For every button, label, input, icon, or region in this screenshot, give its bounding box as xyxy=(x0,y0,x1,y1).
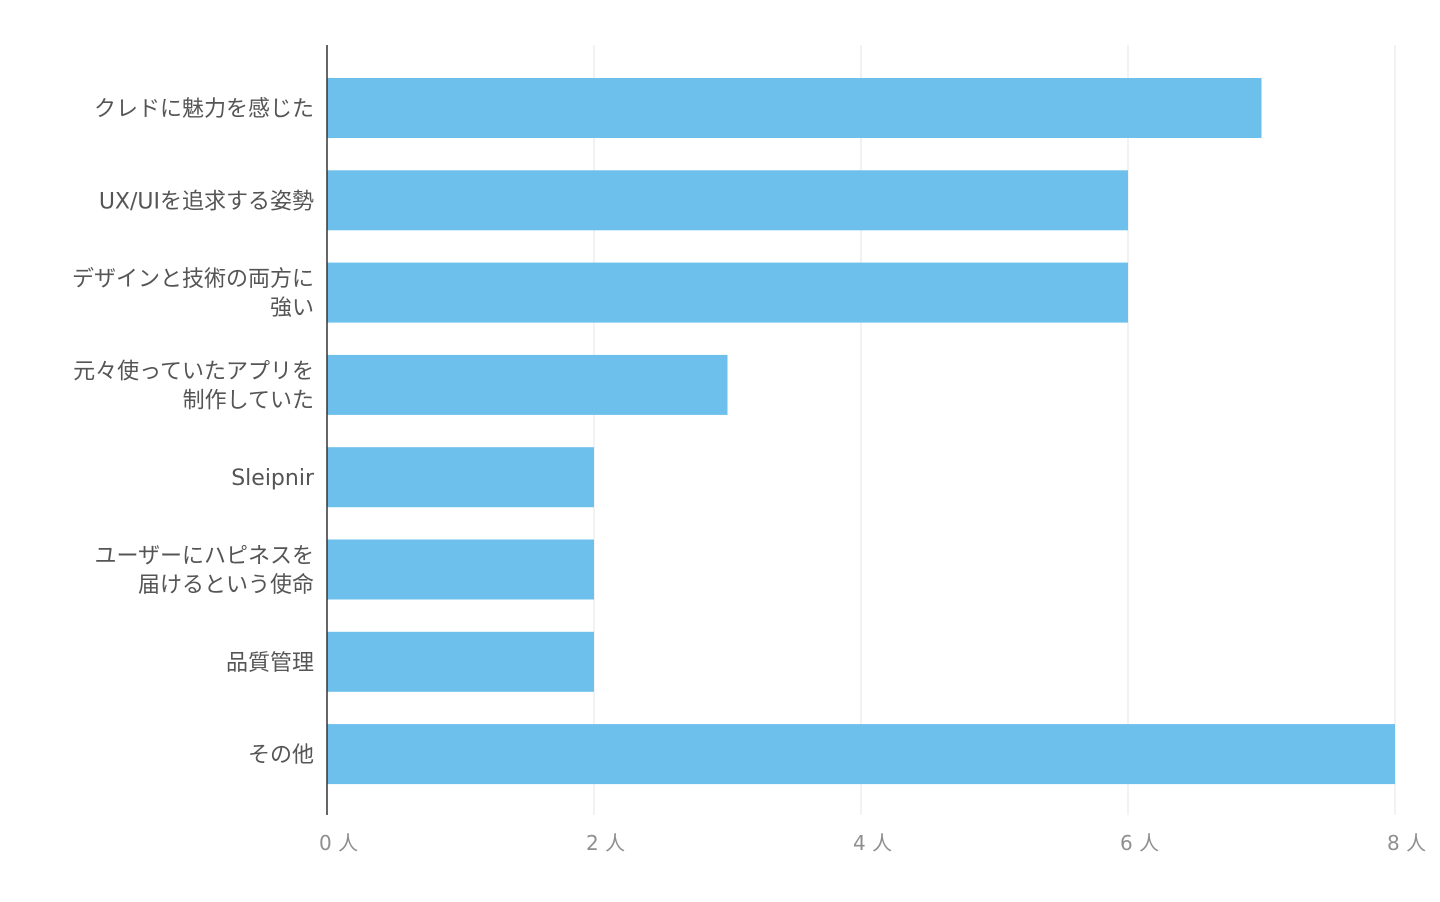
tick-label-2: 2 人 xyxy=(586,831,625,855)
bar-0 xyxy=(327,78,1262,138)
category-label-line: クレドに魅力を感じた xyxy=(94,97,314,122)
category-label-1: UX/UIを追求する姿勢 xyxy=(99,189,314,214)
category-label-7: その他 xyxy=(248,743,314,768)
tick-label-0: 0 人 xyxy=(319,831,358,855)
bar-1 xyxy=(327,170,1128,231)
tick-label-4: 4 人 xyxy=(853,831,892,855)
category-label-line: UX/UIを追求する姿勢 xyxy=(99,189,314,214)
category-label-line: 制作していた xyxy=(183,388,314,413)
category-label-5: ユーザーにハピネスを届けるという使命 xyxy=(94,544,314,598)
bar-7 xyxy=(327,724,1395,785)
category-label-line: 品質管理 xyxy=(226,651,314,676)
category-label-2: デザインと技術の両方に強い xyxy=(72,267,314,321)
category-label-line: Sleipnir xyxy=(231,466,315,491)
category-label-6: 品質管理 xyxy=(226,651,314,676)
category-label-4: Sleipnir xyxy=(231,466,315,491)
gridlines xyxy=(593,45,1396,815)
category-labels: クレドに魅力を感じた UX/UIを追求する姿勢デザインと技術の両方に強い元々使って… xyxy=(72,97,315,768)
category-label-line: その他 xyxy=(248,743,314,768)
bar-6 xyxy=(327,631,594,692)
bar-5 xyxy=(327,539,594,600)
bar-3 xyxy=(327,354,728,415)
tick-labels: 0 人 2 人 4 人 6 人 8 人 xyxy=(319,831,1426,855)
category-label-0: クレドに魅力を感じた xyxy=(94,97,314,122)
category-label-line: ユーザーにハピネスを xyxy=(94,544,314,569)
category-label-3: 元々使っていたアプリを制作していた xyxy=(73,359,314,413)
bar-4 xyxy=(327,447,594,508)
category-label-line: 届けるという使命 xyxy=(138,573,314,598)
category-label-line: 元々使っていたアプリを xyxy=(73,359,314,384)
bars xyxy=(327,78,1395,785)
tick-label-8: 8 人 xyxy=(1387,831,1426,855)
category-label-line: 強い xyxy=(270,296,314,321)
category-label-line: デザインと技術の両方に xyxy=(72,267,314,292)
bar-2 xyxy=(327,262,1128,323)
tick-label-6: 6 人 xyxy=(1120,831,1159,855)
